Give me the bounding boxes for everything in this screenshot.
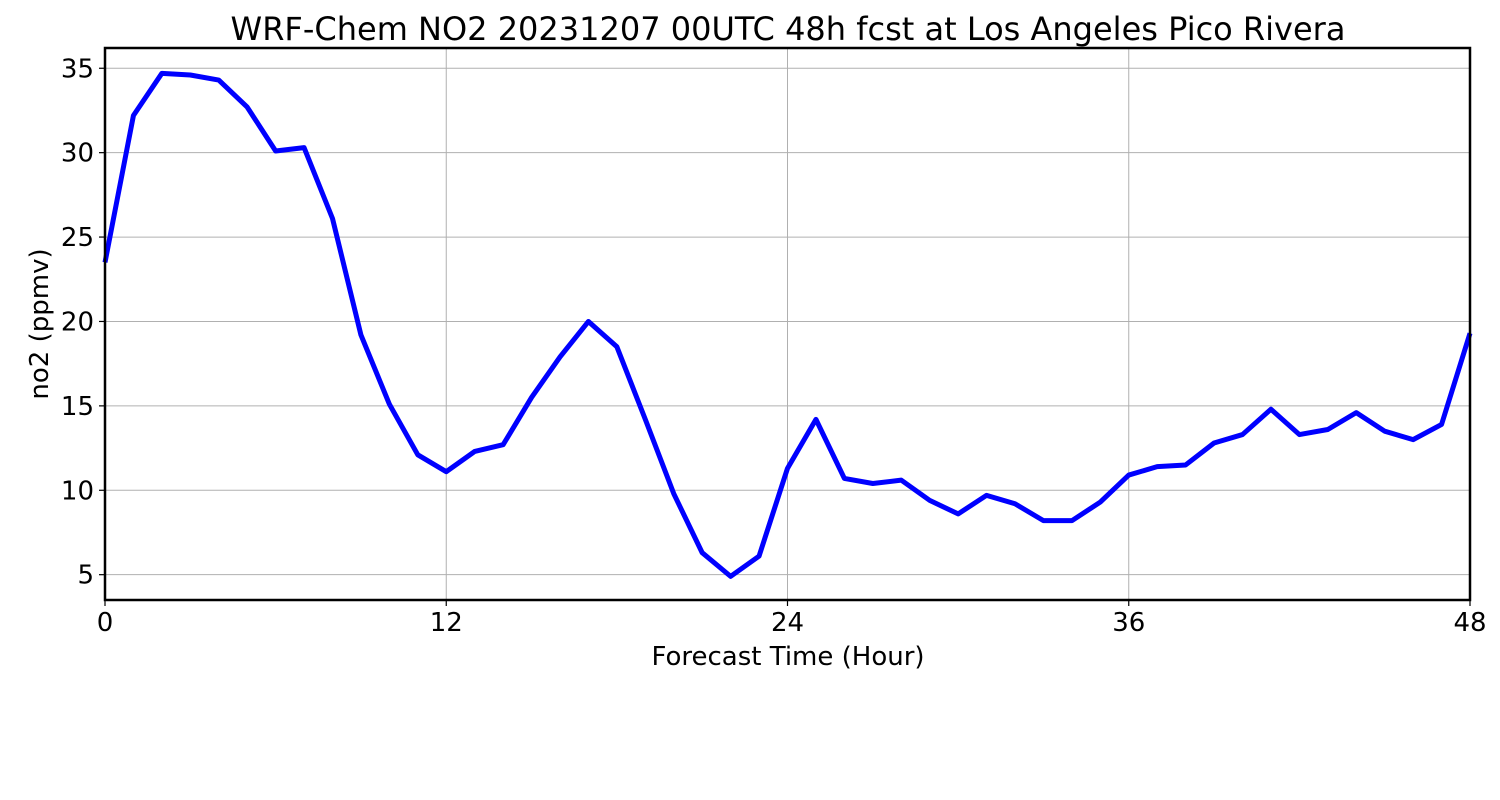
y-tick-label: 35 <box>61 54 94 84</box>
y-tick-label: 30 <box>61 139 94 169</box>
x-axis-label: Forecast Time (Hour) <box>651 642 924 672</box>
y-tick-label: 25 <box>61 223 94 253</box>
series-layer <box>102 70 1473 579</box>
x-tick-label: 0 <box>97 608 114 638</box>
x-axis-ticks: 0 12 24 36 48 <box>97 600 1487 638</box>
chart-title: WRF-Chem NO2 20231207 00UTC 48h fcst at … <box>231 10 1346 48</box>
y-tick-label: 5 <box>77 561 94 591</box>
x-tick-label: 12 <box>430 608 463 638</box>
y-tick-label: 15 <box>61 392 94 422</box>
x-tick-label: 48 <box>1453 608 1486 638</box>
no2-series-line <box>102 70 1473 579</box>
grid-layer <box>104 48 1471 600</box>
x-tick-label: 36 <box>1112 608 1145 638</box>
y-tick-label: 10 <box>61 476 94 506</box>
x-tick-label: 24 <box>771 608 804 638</box>
y-tick-label: 20 <box>61 307 94 337</box>
y-axis-label: no2 (ppmv) <box>25 248 55 399</box>
y-axis-ticks: 5 10 15 20 25 30 35 <box>61 54 105 591</box>
